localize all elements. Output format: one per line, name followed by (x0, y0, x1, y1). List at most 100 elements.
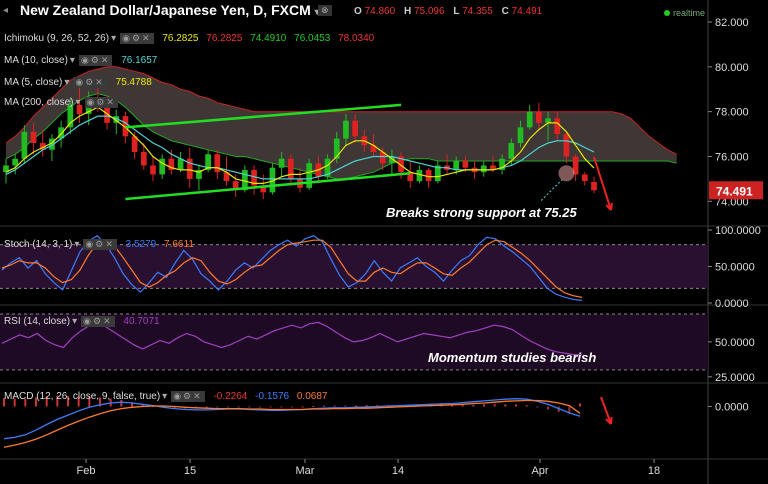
legend-ma5[interactable]: MA (5, close) ▾ ◉⚙✕ 75.4788 (4, 77, 152, 88)
macd-histogram-bar (205, 406, 208, 409)
macd-histogram-bar (35, 397, 37, 407)
compare-icon[interactable]: ⊗ (318, 5, 332, 16)
candle-body (21, 131, 28, 159)
macd-histogram-bar (323, 405, 325, 407)
candle-body (159, 158, 166, 175)
chevron-down-icon[interactable]: ▾ (74, 239, 80, 250)
bearish-arrow-icon (600, 396, 612, 425)
chevron-down-icon[interactable]: ▾ (75, 97, 81, 108)
legend-ma10[interactable]: MA (10, close) ▾ ◉⚙✕ 76.1657 (4, 55, 158, 66)
candle-body (205, 154, 211, 170)
candle-body (370, 145, 377, 152)
candle-body (324, 158, 331, 177)
symbol-menu-icon[interactable]: ▾ (315, 7, 320, 18)
macd-histogram-bar (3, 397, 5, 407)
price-tick-label: 82.000 (715, 17, 749, 29)
candle-body (453, 160, 460, 170)
momentum-annotation: Momentum studies bearish (428, 350, 596, 365)
legend-rsi[interactable]: RSI (14, close) ▾ ◉⚙✕ 40.7071 (4, 316, 160, 327)
macd-histogram-bar (547, 406, 549, 410)
candle-body (490, 165, 496, 170)
legend-macd[interactable]: MACD (12, 26, close, 9, false, true) ▾ ◉⚙✕… (4, 391, 328, 402)
macd-histogram-bar (131, 402, 133, 407)
legend-ichimoku[interactable]: Ichimoku (9, 26, 52, 26) ▾ ◉⚙✕ 76.2825 76.… (4, 33, 375, 44)
legend-ma200[interactable]: MA (200, close) ▾ ◉⚙✕ (4, 97, 118, 108)
stoch-tick-label: 0.0000 (715, 298, 749, 310)
candle-body (545, 118, 551, 123)
candle-body (58, 127, 64, 139)
candle-body (526, 111, 533, 128)
candle-body (49, 138, 55, 150)
candle-body (76, 104, 83, 114)
candle-body (278, 158, 285, 168)
candle-body (389, 156, 395, 164)
candle-body (242, 169, 248, 191)
time-tick-label: Apr (531, 465, 548, 477)
indicator-buttons[interactable]: ◉⚙✕ (81, 316, 115, 327)
chevron-down-icon[interactable]: ▾ (64, 77, 70, 88)
candle-body (196, 169, 202, 179)
chevron-down-icon[interactable]: ▾ (162, 391, 168, 402)
candle-body (480, 165, 487, 173)
macd-histogram-bar (120, 400, 123, 407)
indicator-buttons[interactable]: ◉⚙✕ (83, 239, 117, 250)
macd-histogram-bar (461, 404, 464, 407)
indicator-buttons[interactable]: ◉⚙✕ (78, 55, 113, 66)
ma5-line (5, 106, 595, 184)
candle-body (177, 158, 184, 170)
macd-histogram-bar (99, 397, 101, 407)
candle-body (30, 131, 37, 144)
indicator-buttons[interactable]: ◉⚙✕ (171, 391, 205, 402)
support-annotation: Breaks strong support at 75.25 (386, 205, 577, 220)
macd-histogram-bar (237, 406, 240, 408)
candle-body (581, 174, 588, 182)
macd-histogram-bar (216, 406, 219, 408)
trendline (125, 103, 402, 129)
candle-body (499, 158, 505, 170)
macd-histogram-bar (344, 405, 347, 407)
candle-body (563, 134, 570, 157)
indicator-buttons[interactable]: ◉⚙✕ (120, 33, 154, 44)
legend-stoch[interactable]: Stoch (14, 3, 1) ▾ ◉⚙✕ 3.5279 7.6611 (4, 239, 194, 250)
macd-histogram-bar (579, 403, 581, 407)
chevron-down-icon[interactable]: ▾ (72, 316, 78, 327)
macd-histogram-bar (45, 396, 48, 407)
macd-histogram-bar (291, 406, 293, 408)
candle-body (140, 152, 147, 166)
candle-body (150, 165, 156, 175)
indicator-buttons[interactable]: ◉⚙✕ (73, 77, 107, 88)
macd-histogram-bar (67, 396, 69, 407)
symbol-title[interactable]: New Zealand Dollar/Japanese Yen, D, FXCM… (20, 2, 320, 18)
collapse-icon[interactable]: ◂ (3, 5, 9, 16)
candle-body (251, 169, 257, 186)
macd-histogram-bar (301, 406, 304, 408)
candle-body (536, 111, 542, 123)
macd-histogram-bar (259, 406, 261, 408)
trendline (125, 172, 411, 201)
macd-histogram-bar (355, 405, 357, 407)
chevron-down-icon[interactable]: ▾ (69, 55, 75, 66)
candle-body (434, 165, 441, 182)
macd-histogram-bar (493, 404, 496, 407)
macd-histogram-bar (483, 404, 485, 407)
macd-line (3, 398, 581, 440)
time-tick-label: Mar (296, 465, 315, 477)
status-dot-icon (664, 10, 670, 16)
candle-body (269, 167, 276, 193)
price-tick-label: 76.000 (715, 151, 749, 163)
last-price-label: 74.491 (716, 184, 753, 198)
candle-body (554, 118, 561, 135)
annotation-pointer (540, 178, 563, 202)
stoch-tick-label: 50.0000 (715, 262, 755, 274)
indicator-buttons[interactable]: ◉⚙✕ (84, 97, 118, 108)
macd-histogram-bar (77, 396, 80, 407)
candle-body (591, 182, 597, 191)
chevron-down-icon[interactable]: ▾ (111, 33, 117, 44)
price-tick-label: 74.000 (715, 196, 749, 208)
candle-body (407, 172, 414, 182)
time-tick-label: Feb (77, 465, 96, 477)
candle-body (508, 143, 515, 159)
macd-histogram-bar (13, 398, 16, 407)
candle-body (425, 169, 432, 182)
